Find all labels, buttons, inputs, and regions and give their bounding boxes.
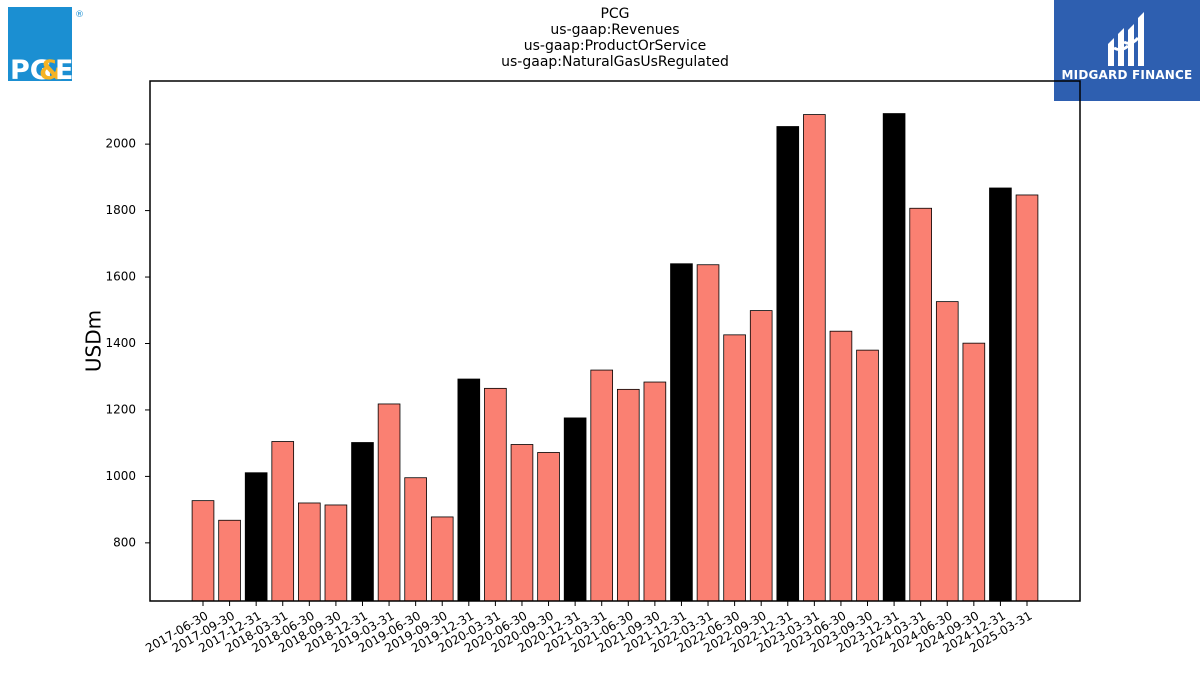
bar-2019-12-31 [457,378,481,602]
y-tick-label: 1800 [105,203,136,217]
bar-2022-03-31 [696,264,720,602]
pge-logo-ampersand: & [39,55,63,83]
chart-title-line-4: us-gaap:NaturalGasUsRegulated [501,54,729,70]
pge-logo-pg: PG [10,55,52,83]
chart-title-line-1: PCG [600,6,630,22]
y-tick-label: 1400 [105,336,136,350]
bar-2023-12-31 [882,113,906,602]
bar-2021-06-30 [616,388,640,602]
bar-2020-06-30 [510,444,534,602]
x-axis: 2017-06-302017-09-302017-12-312018-03-31… [143,601,1035,655]
bars-layer [191,113,1039,602]
midgard-logo-text: MIDGARD FINANCE [1061,68,1193,82]
bar-2024-09-30 [962,342,986,602]
pge-logo-registered: ® [75,10,84,20]
bar-2017-06-30 [191,500,215,602]
bar-2019-09-30 [430,516,454,602]
y-tick-label: 2000 [105,137,136,151]
y-axis: 800 1000 1200 1400 1600 1800 2000 [105,137,150,549]
bar-2017-09-30 [218,519,241,602]
bar-2022-12-31 [776,126,800,602]
bar-2019-03-31 [377,403,401,602]
chart-title-line-3: us-gaap:ProductOrService [523,38,707,54]
bar-2018-03-31 [271,441,295,602]
bar-2022-09-30 [749,310,773,602]
chart-title: PCG us-gaap:Revenues us-gaap:ProductOrSe… [150,6,1080,70]
pge-logo: PG & E ® [8,7,84,83]
y-tick-label: 1200 [105,402,136,416]
bar-2022-06-30 [723,334,746,602]
chart-title-line-2: us-gaap:Revenues [550,22,680,38]
bar-2020-03-31 [484,387,507,602]
bar-2024-06-30 [935,301,959,602]
bar-2023-09-30 [856,349,879,602]
y-axis-label: USDm [82,310,106,372]
bar-2021-12-31 [670,263,693,602]
bar-2018-09-30 [324,504,348,602]
pge-logo-background [8,7,72,81]
y-tick-label: 1600 [105,270,136,284]
y-tick-label: 800 [113,535,136,549]
bar-2021-03-31 [590,369,614,602]
pge-logo-e: E [55,55,73,83]
plot-frame [149,80,1081,602]
midgard-emblem-icon [1108,12,1144,66]
bar-2024-03-31 [909,207,932,602]
bar-2017-12-31 [244,472,268,602]
bar-2018-12-31 [351,442,374,602]
bar-2025-03-31 [1015,194,1039,602]
bar-2020-12-31 [563,417,587,602]
bar-2020-09-30 [537,452,560,602]
y-tick-label: 1000 [105,469,136,483]
bar-2024-12-31 [989,187,1012,602]
bar-2018-06-30 [298,502,321,602]
bar-2021-09-30 [643,381,667,602]
bar-2023-03-31 [803,114,826,602]
bar-2023-06-30 [829,330,853,602]
bar-2019-06-30 [404,477,427,602]
midgard-logo: MIDGARD FINANCE [1054,0,1200,101]
